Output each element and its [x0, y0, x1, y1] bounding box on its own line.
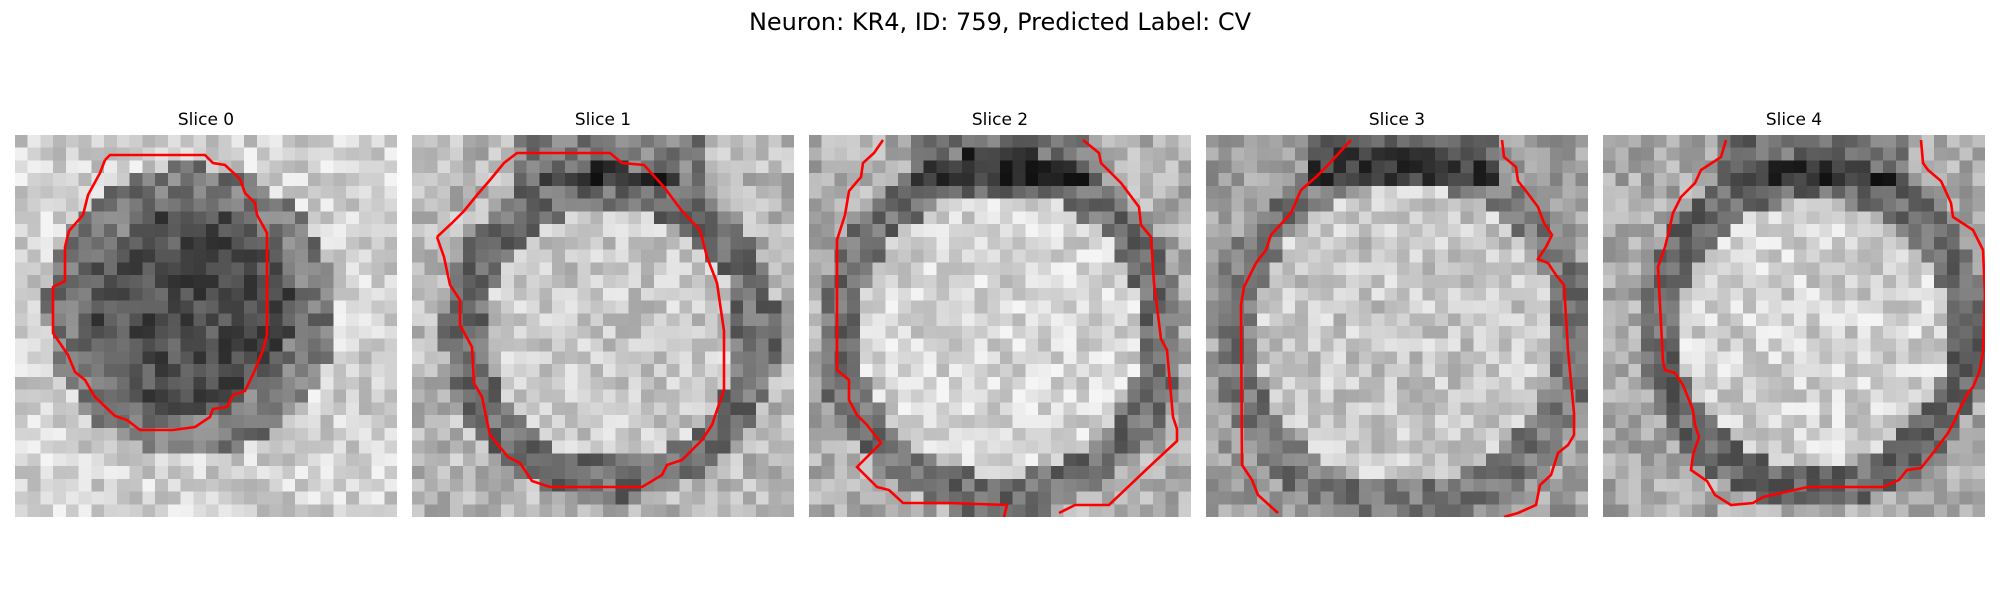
- contour-1: [435, 151, 726, 489]
- contour-4: [1656, 139, 1985, 507]
- slice-image-4: [1603, 135, 1985, 517]
- slice-panel-2: Slice 2: [809, 108, 1191, 517]
- slice-title-3: Slice 3: [1368, 110, 1426, 130]
- contour-0: [51, 153, 269, 432]
- slice-panel-1: Slice 1: [412, 108, 794, 517]
- slice-canvas-4: [1603, 135, 1985, 517]
- slice-panel-4: Slice 4: [1603, 108, 1985, 517]
- slice-image-1: [412, 135, 794, 517]
- slice-title-2: Slice 2: [971, 110, 1029, 130]
- figure-title: Neuron: KR4, ID: 759, Predicted Label: C…: [748, 8, 1252, 36]
- slice-canvas-2: [809, 135, 1191, 517]
- contour-line-3: [1239, 139, 1352, 514]
- slice-canvas-0: [15, 135, 397, 517]
- slice-image-2: [809, 135, 1191, 517]
- slice-image-3: [1206, 135, 1588, 517]
- slice-title-0: Slice 0: [177, 110, 235, 130]
- contour-line-3b: [1500, 139, 1576, 517]
- contour-line-2b: [1058, 138, 1179, 515]
- slice-title-1: Slice 1: [574, 110, 632, 130]
- contour-line-2: [835, 139, 1009, 517]
- contour-line-0: [51, 153, 269, 432]
- contour-2: [835, 138, 1179, 517]
- contour-3: [1239, 139, 1576, 517]
- slice-title-4: Slice 4: [1765, 110, 1823, 130]
- slice-panel-0: Slice 0: [15, 108, 397, 517]
- slice-canvas-3: [1206, 135, 1588, 517]
- slice-image-0: [15, 135, 397, 517]
- contour-line-4: [1656, 139, 1985, 507]
- slice-panel-3: Slice 3: [1206, 108, 1588, 517]
- contour-line-1: [435, 151, 726, 489]
